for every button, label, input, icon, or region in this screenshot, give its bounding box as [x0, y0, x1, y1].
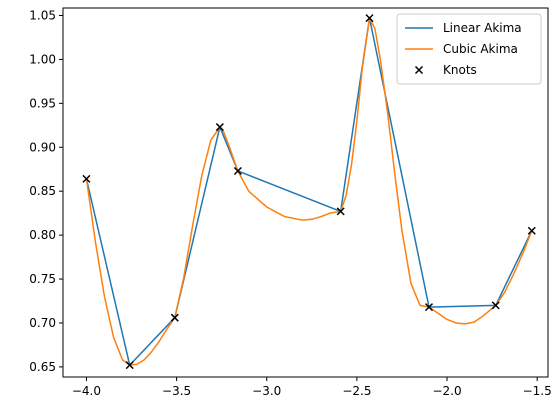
legend-label: Knots	[443, 63, 477, 77]
x-tick-label: −2.5	[342, 384, 371, 398]
knot-marker	[491, 301, 500, 310]
knot-marker	[170, 313, 179, 322]
legend-label: Cubic Akima	[443, 42, 518, 56]
x-tick-label: −2.0	[432, 384, 461, 398]
x-tick-label: −1.5	[523, 384, 552, 398]
y-tick-label: 0.70	[29, 316, 56, 330]
legend-entry-cubic-akima: Cubic Akima	[405, 42, 518, 56]
x-tick-label: −4.0	[72, 384, 101, 398]
y-tick-label: 0.65	[29, 360, 56, 374]
legend-entry-linear-akima: Linear Akima	[405, 21, 522, 35]
series-line-cubic-akima	[85, 17, 533, 366]
legend-box	[396, 13, 542, 85]
legend-handle	[414, 65, 424, 75]
y-tick-label: 0.75	[29, 272, 56, 286]
knot-marker	[336, 207, 345, 216]
knot-marker	[125, 361, 134, 370]
axes: −4.0 −3.5 −3.0 −2.5 −2.0 −1.5 0.65 0.70 0.75 0.80…	[29, 7, 552, 398]
y-tick-label: 1.00	[29, 52, 56, 66]
y-tick-label: 0.85	[29, 184, 56, 198]
knot-marker	[424, 303, 434, 312]
legend-entry-knots: Knots	[414, 63, 477, 77]
y-tick-label: 0.80	[29, 228, 56, 242]
axes-frame	[62, 7, 549, 378]
legend-label: Linear Akima	[443, 21, 522, 35]
x-tick-label: −3.0	[252, 384, 281, 398]
series-line-linear-akima	[85, 17, 533, 366]
x-tick-label: −3.5	[162, 384, 191, 398]
y-tick-label: 0.95	[29, 96, 56, 110]
knot-marker	[82, 174, 91, 183]
plot-area	[82, 14, 536, 370]
knot-marker	[233, 166, 242, 176]
knot-marker	[527, 226, 536, 235]
y-tick-label: 1.05	[29, 8, 56, 22]
legend: Linear Akima Cubic Akima Knots	[396, 13, 542, 85]
knot-marker	[215, 123, 224, 132]
knot-marker	[365, 14, 374, 23]
y-tick-label: 0.90	[29, 140, 56, 154]
